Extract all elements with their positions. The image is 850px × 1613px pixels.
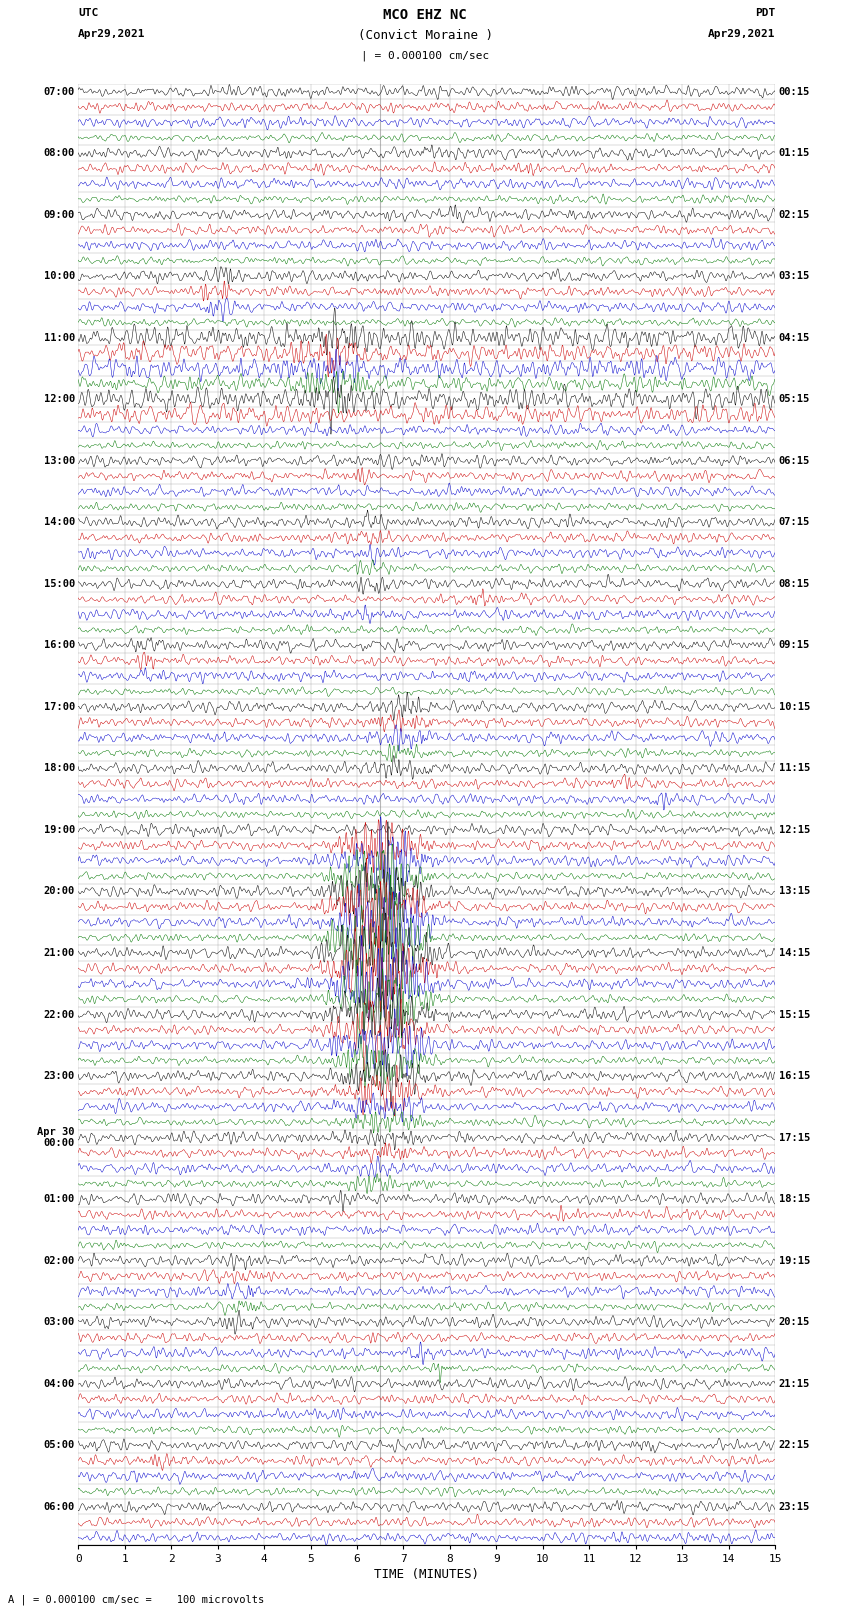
Text: 15:00: 15:00 <box>43 579 75 589</box>
Text: 04:15: 04:15 <box>779 332 810 342</box>
Text: 17:00: 17:00 <box>43 702 75 711</box>
Text: 07:00: 07:00 <box>43 87 75 97</box>
Text: 13:00: 13:00 <box>43 456 75 466</box>
Text: 20:15: 20:15 <box>779 1318 810 1327</box>
Text: 15:15: 15:15 <box>779 1010 810 1019</box>
Text: UTC: UTC <box>78 8 99 18</box>
Text: 05:00: 05:00 <box>43 1440 75 1450</box>
Text: 13:15: 13:15 <box>779 887 810 897</box>
Text: 11:00: 11:00 <box>43 332 75 342</box>
Text: 11:15: 11:15 <box>779 763 810 773</box>
Text: 03:15: 03:15 <box>779 271 810 281</box>
Text: | = 0.000100 cm/sec: | = 0.000100 cm/sec <box>361 50 489 61</box>
Text: 02:15: 02:15 <box>779 210 810 219</box>
Text: 02:00: 02:00 <box>43 1255 75 1266</box>
Text: 05:15: 05:15 <box>779 394 810 405</box>
Text: 04:00: 04:00 <box>43 1379 75 1389</box>
Text: (Convict Moraine ): (Convict Moraine ) <box>358 29 492 42</box>
Text: 22:00: 22:00 <box>43 1010 75 1019</box>
Text: 08:00: 08:00 <box>43 148 75 158</box>
Text: 08:15: 08:15 <box>779 579 810 589</box>
Text: 16:00: 16:00 <box>43 640 75 650</box>
Text: 12:15: 12:15 <box>779 824 810 836</box>
Text: 20:00: 20:00 <box>43 887 75 897</box>
Text: 12:00: 12:00 <box>43 394 75 405</box>
Text: 06:15: 06:15 <box>779 456 810 466</box>
Text: PDT: PDT <box>755 8 775 18</box>
Text: 01:00: 01:00 <box>43 1194 75 1205</box>
Text: 14:00: 14:00 <box>43 518 75 527</box>
Text: 18:00: 18:00 <box>43 763 75 773</box>
Text: MCO EHZ NC: MCO EHZ NC <box>383 8 467 23</box>
Text: 14:15: 14:15 <box>779 948 810 958</box>
Text: 16:15: 16:15 <box>779 1071 810 1081</box>
Text: 01:15: 01:15 <box>779 148 810 158</box>
X-axis label: TIME (MINUTES): TIME (MINUTES) <box>374 1568 479 1581</box>
Text: Apr 30
00:00: Apr 30 00:00 <box>37 1127 75 1148</box>
Text: 22:15: 22:15 <box>779 1440 810 1450</box>
Text: 18:15: 18:15 <box>779 1194 810 1205</box>
Text: Apr29,2021: Apr29,2021 <box>708 29 775 39</box>
Text: 10:15: 10:15 <box>779 702 810 711</box>
Text: 03:00: 03:00 <box>43 1318 75 1327</box>
Text: 23:15: 23:15 <box>779 1502 810 1511</box>
Text: A | = 0.000100 cm/sec =    100 microvolts: A | = 0.000100 cm/sec = 100 microvolts <box>8 1594 264 1605</box>
Text: 23:00: 23:00 <box>43 1071 75 1081</box>
Text: 10:00: 10:00 <box>43 271 75 281</box>
Text: 09:00: 09:00 <box>43 210 75 219</box>
Text: 21:00: 21:00 <box>43 948 75 958</box>
Text: 19:00: 19:00 <box>43 824 75 836</box>
Text: 00:15: 00:15 <box>779 87 810 97</box>
Text: 19:15: 19:15 <box>779 1255 810 1266</box>
Text: 06:00: 06:00 <box>43 1502 75 1511</box>
Text: 09:15: 09:15 <box>779 640 810 650</box>
Text: 17:15: 17:15 <box>779 1132 810 1142</box>
Text: 07:15: 07:15 <box>779 518 810 527</box>
Text: Apr29,2021: Apr29,2021 <box>78 29 145 39</box>
Text: 21:15: 21:15 <box>779 1379 810 1389</box>
